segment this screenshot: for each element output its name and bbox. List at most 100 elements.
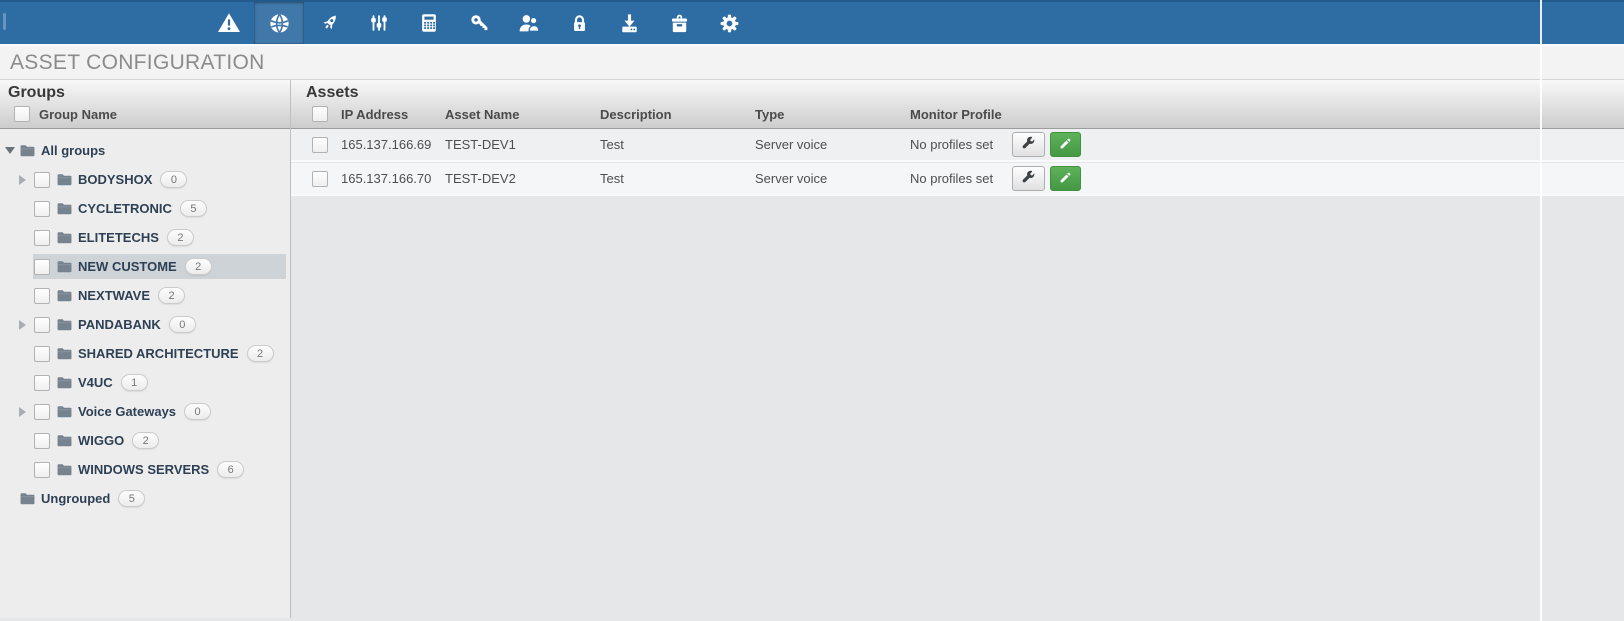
asset-actions — [1012, 166, 1624, 191]
asset-checkbox[interactable] — [312, 136, 328, 153]
tree-item-ungrouped[interactable]: Ungrouped 5 — [0, 484, 290, 513]
group-checkbox[interactable] — [34, 200, 50, 217]
tree-item-body: Voice Gateways 0 — [33, 399, 286, 424]
nav-tuning-button[interactable] — [354, 2, 404, 44]
assets-panel-header: Assets IP Address Asset Name Description Ty… — [291, 80, 1624, 129]
tree-item-voice-gateways[interactable]: Voice Gateways 0 — [0, 397, 290, 426]
group-checkbox[interactable] — [34, 461, 50, 478]
tree-item-body: NEXTWAVE 2 — [33, 283, 286, 308]
tree-item-elitetechs[interactable]: ELITETECHS 2 — [0, 223, 290, 252]
column-header-description: Description — [600, 106, 672, 122]
edit-button[interactable] — [1050, 132, 1081, 157]
group-label: All groups — [41, 143, 106, 158]
tree-item-body: WINDOWS SERVERS 6 — [33, 457, 286, 482]
main-content: Groups Group Name All groups BODYSHOX 0 CYC… — [0, 80, 1624, 618]
calculator-icon — [418, 12, 440, 34]
expand-arrow-icon[interactable] — [19, 174, 26, 185]
nav-network-button[interactable] — [254, 2, 304, 44]
tree-item-v4uc[interactable]: V4UC 1 — [0, 368, 290, 397]
assets-panel-title: Assets — [306, 84, 359, 101]
group-count-badge: 6 — [217, 461, 245, 478]
group-count-badge: 2 — [158, 287, 185, 304]
group-label: V4UC — [78, 375, 113, 390]
edit-button[interactable] — [1050, 166, 1081, 191]
top-navigation-bar — [0, 0, 1624, 44]
group-checkbox[interactable] — [34, 345, 50, 362]
asset-checkbox-cell — [312, 170, 341, 187]
group-checkbox[interactable] — [34, 171, 50, 188]
group-checkbox[interactable] — [34, 432, 50, 449]
group-label: WIGGO — [78, 433, 125, 448]
group-checkbox[interactable] — [34, 403, 50, 420]
tree-item-body: CYCLETRONIC 5 — [33, 196, 286, 221]
window-seam — [1540, 0, 1542, 621]
network-icon — [268, 12, 291, 35]
group-label: BODYSHOX — [78, 172, 153, 187]
tree-item-body: Ungrouped 5 — [19, 486, 286, 511]
asset-ip: 165.137.166.69 — [341, 137, 432, 152]
nav-alarm-button[interactable] — [204, 2, 254, 44]
expand-arrow-icon[interactable] — [19, 406, 26, 417]
group-name-column-header: Group Name — [39, 106, 118, 122]
tree-item-bodyshox[interactable]: BODYSHOX 0 — [0, 165, 290, 194]
group-count-badge: 2 — [184, 258, 212, 275]
tree-item-body: SHARED ARCHITECTURE 2 — [33, 341, 286, 366]
tuning-icon — [368, 12, 390, 34]
expand-arrow-slot[interactable] — [5, 147, 19, 154]
nav-download-button[interactable] — [604, 2, 654, 44]
nav-rocket-button[interactable] — [304, 2, 354, 44]
tree-item-new-custome[interactable]: NEW CUSTOME 2 — [0, 252, 290, 281]
expand-arrow-slot[interactable] — [19, 319, 33, 330]
group-checkbox[interactable] — [34, 258, 50, 275]
expand-arrow-slot[interactable] — [19, 174, 33, 185]
group-checkbox[interactable] — [34, 374, 50, 391]
configure-button[interactable] — [1012, 132, 1045, 157]
folder-icon — [57, 202, 72, 215]
group-count-badge: 0 — [160, 171, 188, 188]
page-title: ASSET CONFIGURATION — [0, 44, 1624, 80]
nav-lock-button[interactable] — [554, 2, 604, 44]
group-count-badge: 0 — [168, 316, 196, 333]
alarm-icon — [217, 11, 241, 35]
folder-icon — [57, 260, 72, 273]
group-checkbox[interactable] — [34, 287, 50, 304]
group-label: NEXTWAVE — [78, 288, 150, 303]
group-label: PANDABANK — [78, 317, 161, 332]
users-icon — [517, 11, 542, 36]
nav-key-button[interactable] — [454, 2, 504, 44]
tree-item-pandabank[interactable]: PANDABANK 0 — [0, 310, 290, 339]
asset-description: Test — [600, 137, 624, 152]
tree-item-shared-architecture[interactable]: SHARED ARCHITECTURE 2 — [0, 339, 290, 368]
expand-arrow-icon[interactable] — [19, 319, 26, 330]
asset-description: Test — [600, 171, 624, 186]
wrench-icon — [1021, 136, 1036, 154]
tree-item-all-groups[interactable]: All groups — [0, 136, 290, 165]
group-checkbox[interactable] — [34, 229, 50, 246]
expand-arrow-slot[interactable] — [19, 406, 33, 417]
select-all-assets-checkbox[interactable] — [312, 106, 328, 122]
nav-users-button[interactable] — [504, 2, 554, 44]
nav-settings-button[interactable] — [704, 2, 754, 44]
group-tree: All groups BODYSHOX 0 CYCLETRONIC 5 ELITETECH… — [0, 129, 290, 513]
column-header-type: Type — [755, 106, 785, 122]
nav-toolbox-button[interactable] — [654, 2, 704, 44]
folder-icon — [57, 463, 72, 476]
tree-item-windows-servers[interactable]: WINDOWS SERVERS 6 — [0, 455, 290, 484]
group-count-badge: 0 — [184, 403, 212, 420]
nav-calculator-button[interactable] — [404, 2, 454, 44]
folder-icon — [57, 318, 72, 331]
group-checkbox[interactable] — [34, 316, 50, 333]
configure-button[interactable] — [1012, 166, 1045, 191]
tree-item-cycletronic[interactable]: CYCLETRONIC 5 — [0, 194, 290, 223]
select-all-groups-checkbox[interactable] — [14, 106, 30, 122]
group-label: NEW CUSTOME — [78, 259, 177, 274]
tree-item-wiggo[interactable]: WIGGO 2 — [0, 426, 290, 455]
collapse-arrow-icon[interactable] — [5, 147, 15, 154]
asset-checkbox[interactable] — [312, 170, 328, 187]
key-icon — [469, 13, 490, 34]
tree-item-body: V4UC 1 — [33, 370, 286, 395]
column-header-asset-name: Asset Name — [445, 106, 520, 122]
assets-table-body: 165.137.166.69 TEST-DEV1 Test Server voice N… — [291, 129, 1624, 194]
tree-item-body: ELITETECHS 2 — [33, 225, 286, 250]
tree-item-nextwave[interactable]: NEXTWAVE 2 — [0, 281, 290, 310]
